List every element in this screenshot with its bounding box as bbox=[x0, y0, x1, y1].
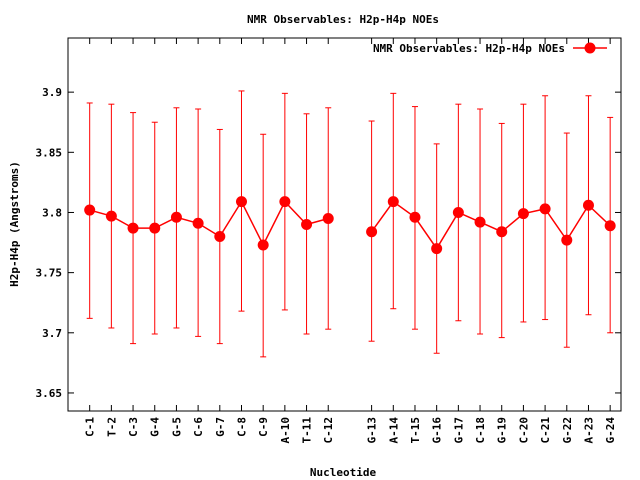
data-point bbox=[214, 231, 226, 243]
x-tick-label: C-3 bbox=[127, 417, 140, 437]
data-point bbox=[301, 219, 313, 230]
data-point bbox=[149, 222, 161, 234]
data-point bbox=[170, 211, 182, 223]
x-tick-label: T-11 bbox=[301, 417, 314, 444]
x-tick-label: C-21 bbox=[539, 417, 552, 444]
x-tick-label: G-4 bbox=[149, 417, 162, 437]
series-lines bbox=[89, 200, 611, 250]
data-point bbox=[496, 226, 508, 238]
x-tick-label: A-23 bbox=[582, 417, 595, 444]
data-point bbox=[84, 204, 96, 216]
data-point bbox=[105, 210, 117, 222]
data-point bbox=[539, 203, 551, 215]
data-points bbox=[84, 196, 616, 255]
legend: NMR Observables: H2p-H4p NOEs bbox=[373, 42, 607, 55]
x-tick-label: C-6 bbox=[192, 417, 205, 437]
data-point bbox=[127, 222, 139, 234]
data-point bbox=[366, 226, 378, 238]
legend-point-swatch bbox=[584, 42, 596, 54]
x-tick-label: C-9 bbox=[257, 417, 270, 437]
data-point bbox=[409, 211, 421, 223]
data-point bbox=[474, 216, 486, 228]
x-tick-label: T-2 bbox=[105, 417, 118, 437]
data-point bbox=[279, 196, 291, 208]
series-line bbox=[89, 200, 329, 247]
data-point bbox=[257, 239, 269, 251]
data-point bbox=[561, 234, 573, 246]
x-tick-label: G-13 bbox=[366, 417, 379, 444]
x-tick-label: C-1 bbox=[84, 417, 97, 437]
y-tick-label: 3.85 bbox=[36, 146, 63, 159]
data-point bbox=[517, 208, 529, 220]
y-tick-label: 3.75 bbox=[36, 267, 63, 280]
x-tick-label: G-5 bbox=[170, 417, 183, 437]
y-axis-label: H2p-H4p (Angstroms) bbox=[8, 161, 21, 287]
y-axis: 3.65 3.7 3.75 3.8 3.85 3.9 bbox=[36, 86, 621, 400]
x-tick-label: A-14 bbox=[387, 417, 400, 444]
x-tick-label: G-17 bbox=[452, 417, 465, 444]
x-tick-label: C-12 bbox=[322, 417, 335, 444]
data-point bbox=[431, 243, 443, 255]
y-tick-label: 3.8 bbox=[42, 206, 62, 219]
x-tick-label: G-22 bbox=[561, 417, 574, 444]
x-tick-label: G-19 bbox=[496, 417, 509, 444]
data-point bbox=[235, 196, 247, 208]
x-tick-label: G-16 bbox=[431, 417, 444, 444]
x-tick-label: G-7 bbox=[214, 417, 227, 437]
y-tick-label: 3.9 bbox=[42, 86, 62, 99]
x-axis-label: Nucleotide bbox=[310, 466, 377, 479]
plot-frame bbox=[67, 37, 622, 412]
y-tick-label: 3.65 bbox=[36, 387, 63, 400]
x-tick-label: C-8 bbox=[235, 417, 248, 437]
y-tick-label: 3.7 bbox=[42, 327, 62, 340]
legend-label: NMR Observables: H2p-H4p NOEs bbox=[373, 42, 565, 55]
data-point bbox=[192, 217, 204, 229]
data-point bbox=[604, 220, 616, 232]
data-point bbox=[582, 199, 594, 211]
x-tick-label: C-20 bbox=[517, 417, 530, 444]
data-point bbox=[387, 196, 399, 208]
error-bars bbox=[86, 90, 614, 358]
data-point bbox=[322, 212, 334, 224]
x-axis: C-1 T-2 C-3 G-4 G-5 C-6 G-7 C-8 C-9 A-10 T-11 C-12 G… bbox=[84, 38, 617, 444]
series-line bbox=[370, 200, 611, 250]
x-tick-label: T-15 bbox=[409, 417, 422, 444]
x-tick-label: A-10 bbox=[279, 417, 292, 444]
x-tick-label: C-18 bbox=[474, 417, 487, 444]
chart-title: NMR Observables: H2p-H4p NOEs bbox=[247, 13, 439, 26]
x-tick-label: G-24 bbox=[604, 417, 617, 444]
data-point bbox=[452, 206, 464, 218]
